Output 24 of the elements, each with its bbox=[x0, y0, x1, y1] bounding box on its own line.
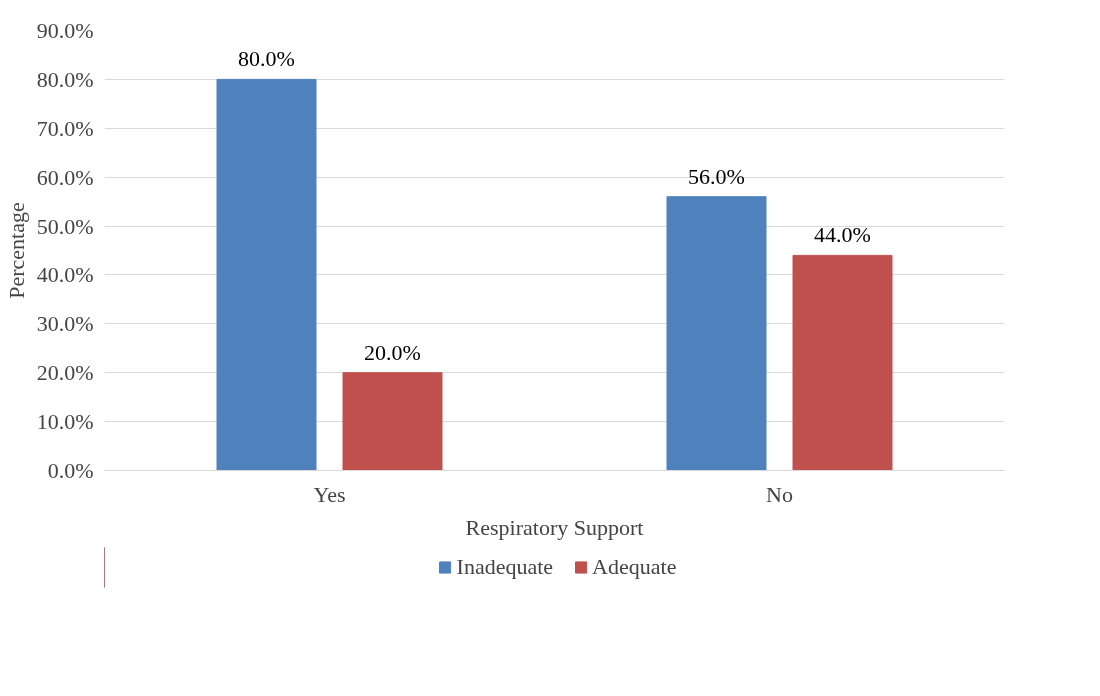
y-tick-label: 30.0% bbox=[36, 311, 94, 337]
bar bbox=[792, 254, 893, 471]
data-label: 20.0% bbox=[364, 339, 421, 365]
bar bbox=[216, 78, 317, 471]
y-axis-title: Percentage bbox=[3, 202, 29, 299]
y-tick-label: 10.0% bbox=[36, 409, 94, 435]
x-axis-title: Respiratory Support bbox=[465, 514, 644, 540]
legend-label: Inadequate bbox=[456, 554, 554, 580]
data-label: 44.0% bbox=[814, 222, 871, 248]
y-tick-label: 70.0% bbox=[36, 115, 94, 141]
y-tick-label: 40.0% bbox=[36, 262, 94, 288]
data-label: 56.0% bbox=[688, 163, 745, 189]
bar bbox=[342, 372, 443, 471]
bar bbox=[666, 196, 767, 471]
x-tick-label: No bbox=[766, 481, 793, 507]
y-tick-label: 60.0% bbox=[36, 164, 94, 190]
y-tick-label: 90.0% bbox=[36, 18, 94, 43]
y-tick-label: 80.0% bbox=[36, 66, 94, 92]
x-tick-label: Yes bbox=[313, 481, 346, 507]
data-label: 80.0% bbox=[238, 46, 295, 72]
y-tick-label: 0.0% bbox=[47, 458, 94, 483]
y-tick-label: 50.0% bbox=[36, 213, 94, 239]
y-tick-label: 20.0% bbox=[36, 360, 94, 386]
legend-label: Adequate bbox=[592, 554, 677, 580]
